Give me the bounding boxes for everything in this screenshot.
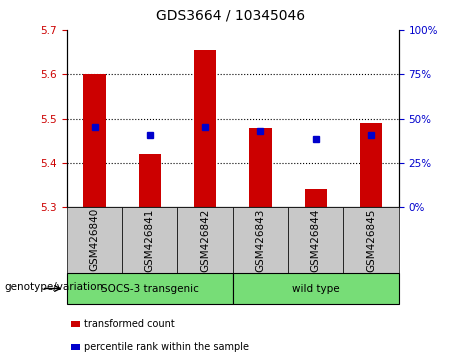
- Bar: [249, 129, 272, 207]
- Text: GSM426840: GSM426840: [89, 208, 100, 272]
- Bar: [139, 154, 161, 207]
- Text: GSM426844: GSM426844: [311, 208, 321, 272]
- Text: SOCS-3 transgenic: SOCS-3 transgenic: [101, 284, 199, 293]
- Bar: [83, 74, 106, 207]
- Bar: [305, 189, 327, 207]
- Text: GSM426842: GSM426842: [200, 208, 210, 272]
- Text: transformed count: transformed count: [84, 319, 175, 329]
- Text: GDS3664 / 10345046: GDS3664 / 10345046: [156, 9, 305, 23]
- Text: GSM426845: GSM426845: [366, 208, 376, 272]
- Bar: [360, 123, 382, 207]
- Text: genotype/variation: genotype/variation: [5, 282, 104, 292]
- Bar: [194, 50, 216, 207]
- Text: GSM426843: GSM426843: [255, 208, 266, 272]
- Text: GSM426841: GSM426841: [145, 208, 155, 272]
- Text: wild type: wild type: [292, 284, 340, 293]
- Text: percentile rank within the sample: percentile rank within the sample: [84, 342, 249, 352]
